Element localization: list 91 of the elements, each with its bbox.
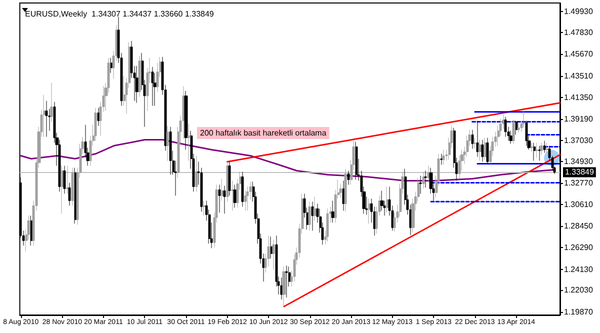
candlestick — [522, 111, 525, 128]
y-tick-label: 1.26290 — [564, 243, 594, 252]
candlestick — [471, 130, 474, 150]
candlestick — [313, 196, 317, 221]
candlestick — [135, 66, 139, 104]
candlestick — [231, 180, 234, 211]
y-tick-label: 1.49930 — [564, 7, 594, 16]
candlestick — [244, 190, 247, 211]
candlestick — [440, 154, 443, 165]
candlestick — [187, 124, 190, 161]
candlestick — [342, 180, 345, 211]
y-tick-label: 1.30610 — [564, 200, 594, 210]
y-tick-label: 1.37030 — [564, 136, 594, 145]
candlestick — [504, 116, 507, 138]
candlestick — [43, 94, 46, 138]
y-tick-label: 1.34930 — [564, 156, 594, 166]
candlestick — [331, 200, 335, 223]
candlestick — [285, 265, 288, 298]
candlestick — [66, 165, 69, 194]
candlestick — [228, 161, 231, 196]
candlestick — [386, 186, 389, 213]
y-tick-label: 1.41350 — [564, 92, 594, 102]
y-tick-label: 1.24130 — [564, 264, 594, 274]
candlestick — [339, 183, 342, 198]
candlestick — [344, 168, 347, 212]
candlestick — [169, 126, 172, 175]
candlestick — [61, 165, 64, 214]
y-tick-label: 1.32770 — [564, 178, 594, 188]
candlestick — [543, 140, 546, 154]
candlestick — [223, 185, 226, 214]
candlestick — [535, 142, 538, 158]
candlestick — [68, 182, 71, 206]
candlestick — [166, 126, 169, 161]
candlestick — [138, 56, 141, 98]
candlestick — [311, 201, 314, 231]
candlestick — [184, 90, 188, 150]
candlestick — [195, 156, 198, 192]
candlestick — [538, 146, 541, 161]
candlestick — [233, 184, 237, 208]
candlestick — [478, 140, 482, 161]
candlestick — [30, 215, 33, 246]
candlestick — [442, 150, 445, 165]
candlestick — [476, 120, 479, 158]
candlestick — [512, 120, 515, 144]
candlestick — [484, 138, 487, 160]
candlestick — [270, 236, 273, 259]
candlestick — [45, 100, 48, 138]
candlestick — [540, 142, 543, 156]
y-tick-label: 1.39190 — [564, 114, 594, 124]
candlestick — [226, 162, 229, 202]
candlestick — [368, 198, 371, 224]
y-tick-label: 1.43510 — [564, 71, 594, 80]
candlestick — [347, 170, 350, 185]
annotation: 200 haftalık basit hareketli ortalama — [200, 128, 327, 138]
candlestick — [326, 208, 329, 242]
y-tick-label: 1.45670 — [564, 50, 594, 59]
candlestick — [308, 201, 311, 231]
candlestick — [282, 266, 286, 307]
candlestick — [517, 122, 520, 134]
text: EURUSD,Weekly 1.34307 1.34437 1.33660 1.33849 — [25, 10, 214, 18]
candlestick — [546, 142, 549, 154]
y-tick-label: 1.22030 — [564, 286, 594, 295]
candlestick — [486, 138, 489, 164]
candlestick — [427, 165, 430, 183]
candlestick — [355, 142, 358, 180]
candlestick — [241, 171, 244, 207]
candlestick — [202, 200, 206, 216]
candlestick — [280, 277, 283, 300]
candlestick — [422, 171, 425, 189]
candlestick — [50, 82, 53, 122]
candlestick — [515, 120, 518, 136]
candlestick — [533, 142, 536, 161]
candlestick — [419, 175, 422, 194]
candlestick — [272, 239, 275, 270]
y-tick-label: 1.19870 — [564, 307, 594, 316]
ref-line-label: 1.33849 — [565, 168, 594, 177]
candlestick — [530, 142, 533, 152]
candlestick — [525, 120, 528, 146]
candlestick — [481, 140, 484, 162]
y-tick-label: 1.47830 — [564, 28, 594, 38]
candlestick — [110, 58, 113, 74]
candlestick — [424, 170, 427, 188]
candlestick — [509, 130, 513, 144]
candlestick — [218, 184, 221, 213]
candlestick — [473, 138, 476, 150]
y-tick-label: 1.28450 — [564, 222, 594, 231]
candlestick — [63, 165, 66, 194]
candlestick — [97, 108, 100, 126]
candlestick — [151, 66, 154, 106]
candlestick — [221, 178, 224, 201]
candlestick — [71, 167, 74, 206]
